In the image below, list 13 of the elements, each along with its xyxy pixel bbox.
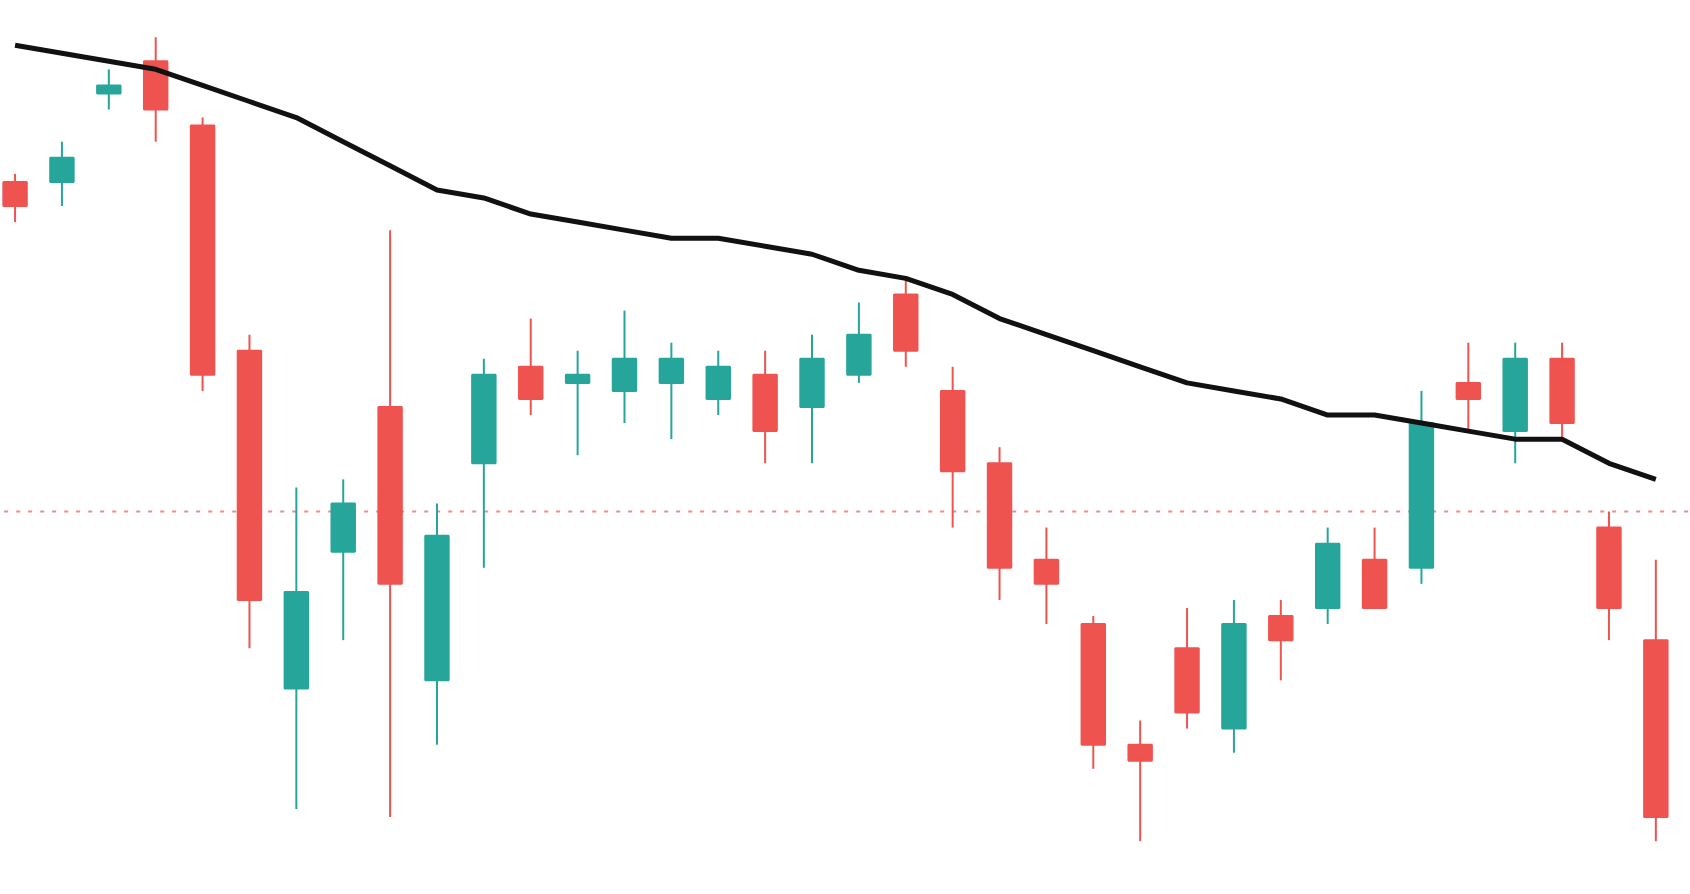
candlestick: [1033, 526, 1060, 626]
candlestick: [705, 349, 731, 417]
candlestick: [96, 68, 122, 111]
candlestick: [564, 349, 591, 457]
candlestick: [1268, 598, 1294, 682]
candlestick: [1127, 719, 1153, 843]
candlestick: [611, 309, 638, 425]
candlestick: [2, 172, 28, 224]
candlestick: [658, 341, 685, 441]
candlestick: [49, 140, 75, 208]
candlestick: [846, 301, 872, 384]
candlestick: [1455, 341, 1482, 433]
candlestick: [518, 317, 544, 417]
